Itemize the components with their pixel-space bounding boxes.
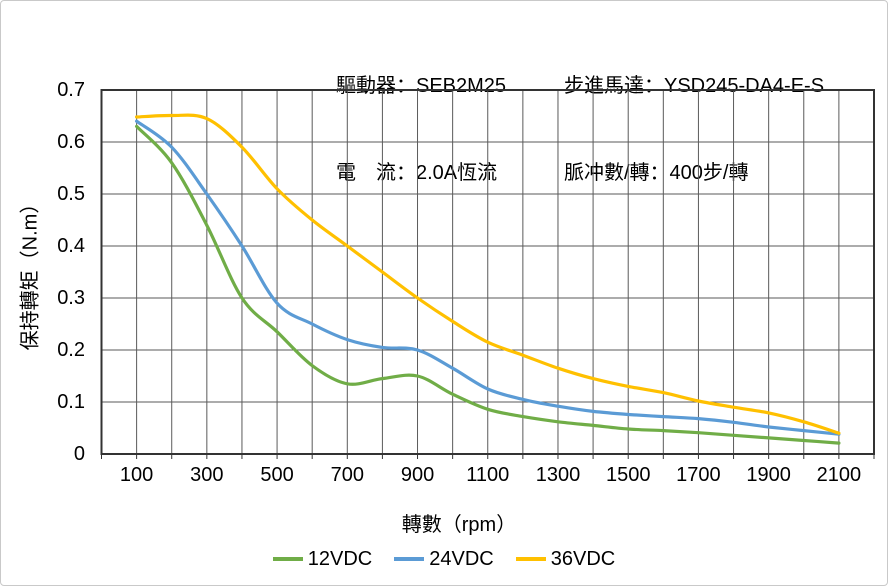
x-tick-label: 1500: [605, 464, 651, 486]
legend-label: 36VDC: [550, 547, 616, 570]
x-tick-label: 500: [260, 464, 294, 486]
legend: 12VDC 24VDC 36VDC: [1, 546, 887, 572]
y-tick-label: 0.5: [57, 183, 85, 205]
legend-item-24vdc: 24VDC: [394, 547, 494, 571]
current-info: 電 流：2.0A恆流: [336, 162, 498, 184]
pulse-info: 脈冲數/轉：400步/轉: [564, 162, 749, 184]
y-tick-label: 0.4: [57, 235, 85, 257]
y-tick-label: 0.7: [57, 79, 85, 101]
x-tick-label: 300: [190, 464, 224, 486]
series-line-12vdc: [135, 124, 841, 445]
legend-swatch: [515, 557, 546, 561]
legend-swatch: [394, 557, 425, 561]
legend-label: 24VDC: [429, 547, 494, 570]
legend-item-36vdc: 36VDC: [515, 547, 616, 571]
legend-label: 12VDC: [307, 547, 373, 570]
series-line-24vdc: [135, 119, 841, 436]
plot-border: [100, 89, 875, 455]
gridlines: [101, 90, 874, 454]
x-tick-label: 1900: [746, 464, 791, 486]
y-tick-label: 0.2: [57, 339, 85, 361]
legend-swatch: [272, 557, 303, 561]
x-tick-label: 2100: [816, 464, 862, 486]
header-info-right: 步進馬達：YSD245-DA4-E-S 脈冲數/轉：400步/轉: [564, 14, 824, 246]
y-tick-label: 0: [73, 443, 85, 465]
x-tick-label: 100: [119, 464, 154, 486]
y-tick-label: 0.6: [57, 131, 85, 153]
header-info-left: 驅動器：SEB2M25 電 流：2.0A恆流: [336, 14, 506, 246]
x-tick-label: 700: [330, 464, 364, 486]
y-tick-label: 0.3: [57, 287, 85, 309]
legend-item-12vdc: 12VDC: [272, 547, 373, 571]
series-line-36vdc: [135, 113, 841, 435]
driver-info: 驅動器：SEB2M25: [336, 75, 507, 97]
y-axis-title: 保持轉矩（N.m）: [19, 193, 42, 351]
y-tick-label: 0.1: [57, 391, 85, 413]
x-tick-label: 1700: [676, 464, 721, 486]
x-tick-label: 900: [400, 464, 435, 486]
motor-info: 步進馬達：YSD245-DA4-E-S: [564, 75, 825, 97]
x-tick-label: 1100: [466, 464, 510, 486]
x-tick-label: 1300: [535, 464, 581, 486]
x-axis-title: 轉數（rpm）: [401, 514, 517, 536]
